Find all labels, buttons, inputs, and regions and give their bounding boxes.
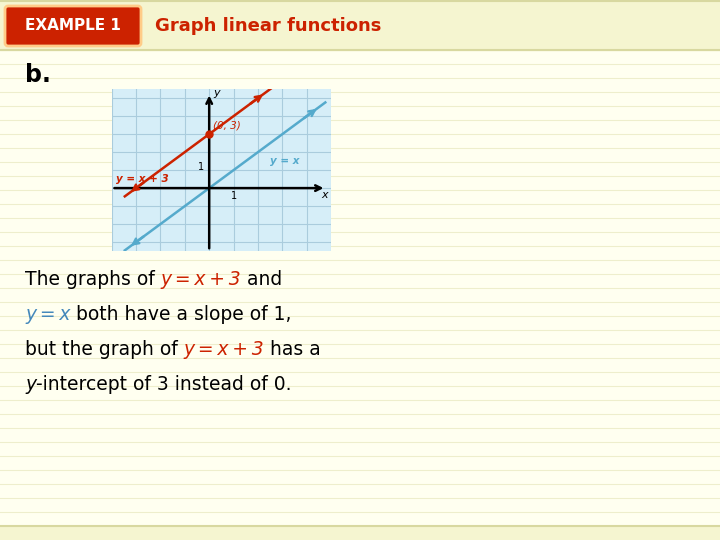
Text: The graphs of: The graphs of	[25, 270, 161, 289]
Bar	[0, 0, 720, 50]
Text: y = x + 3: y = x + 3	[184, 340, 264, 359]
Text: EXAMPLE 1: EXAMPLE 1	[25, 18, 121, 33]
Text: 1: 1	[230, 191, 237, 201]
Text: b.: b.	[25, 63, 51, 87]
Text: y = x + 3: y = x + 3	[161, 270, 241, 289]
Text: but the graph of: but the graph of	[25, 340, 184, 359]
Bar	[0, 526, 720, 540]
Text: both have a slope of 1,: both have a slope of 1,	[71, 305, 292, 324]
Text: x: x	[321, 190, 328, 200]
Text: 1: 1	[197, 162, 204, 172]
Text: y = x: y = x	[25, 305, 71, 324]
Text: has a: has a	[264, 340, 321, 359]
Text: (0, 3): (0, 3)	[213, 120, 240, 131]
Text: Graph linear functions: Graph linear functions	[155, 17, 382, 35]
Text: y: y	[25, 375, 36, 394]
Text: y = x: y = x	[270, 156, 300, 166]
Text: y: y	[213, 89, 220, 98]
Text: y = x + 3: y = x + 3	[117, 174, 169, 184]
FancyBboxPatch shape	[5, 6, 141, 46]
Text: -intercept of 3 instead of 0.: -intercept of 3 instead of 0.	[36, 375, 292, 394]
Text: and: and	[241, 270, 283, 289]
